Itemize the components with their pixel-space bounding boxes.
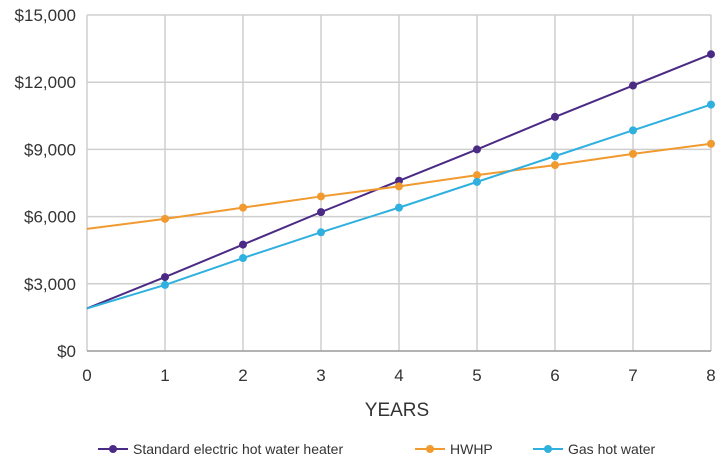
x-tick-label: 7 (628, 366, 637, 385)
gridlines (86, 14, 712, 351)
x-axis-title: YEARS (365, 400, 429, 421)
legend-label: HWHP (450, 441, 493, 457)
data-point (239, 203, 247, 212)
legend: Standard electric hot water heater HWHP Ga… (98, 441, 655, 457)
legend-label: Standard electric hot water heater (133, 441, 343, 457)
data-point (473, 171, 481, 180)
y-tick-label: $6,000 (24, 208, 76, 227)
data-point (629, 81, 637, 90)
y-tick-label: $9,000 (24, 140, 76, 159)
x-tick-label: 2 (238, 366, 247, 385)
x-tick-label: 6 (550, 366, 559, 385)
y-tick-label: $3,000 (24, 275, 76, 294)
x-tick-label: 8 (706, 366, 715, 385)
y-tick-label: $12,000 (15, 73, 76, 92)
data-point (161, 214, 169, 223)
y-tick-label: $0 (57, 342, 76, 361)
data-point (395, 182, 403, 191)
data-point (161, 273, 169, 282)
data-point (317, 192, 325, 201)
x-tick-label: 0 (82, 366, 91, 385)
data-point (395, 176, 403, 185)
data-point (551, 152, 559, 161)
data-point (707, 50, 715, 59)
data-point (239, 240, 247, 249)
data-point (551, 161, 559, 170)
data-point (473, 145, 481, 154)
data-point (629, 126, 637, 135)
data-point (551, 112, 559, 121)
data-point (239, 254, 247, 263)
data-point (317, 208, 325, 217)
data-point (473, 177, 481, 186)
tick-labels: $0 $3,000 $6,000 $9,000 $12,000 $15,000 0 1 2 3 4 5… (15, 6, 716, 385)
legend-marker (426, 445, 434, 453)
x-tick-label: 1 (160, 366, 169, 385)
data-point (395, 203, 403, 212)
x-tick-label: 3 (316, 366, 325, 385)
data-point (161, 280, 169, 289)
data-point (707, 139, 715, 148)
x-tick-label: 4 (394, 366, 403, 385)
y-tick-label: $15,000 (15, 6, 76, 25)
series-lines (86, 50, 715, 310)
legend-marker (109, 445, 117, 453)
data-point (317, 228, 325, 237)
data-point (629, 149, 637, 158)
legend-marker (544, 445, 552, 453)
legend-label: Gas hot water (568, 441, 655, 457)
data-point (707, 100, 715, 109)
x-tick-label: 5 (472, 366, 481, 385)
